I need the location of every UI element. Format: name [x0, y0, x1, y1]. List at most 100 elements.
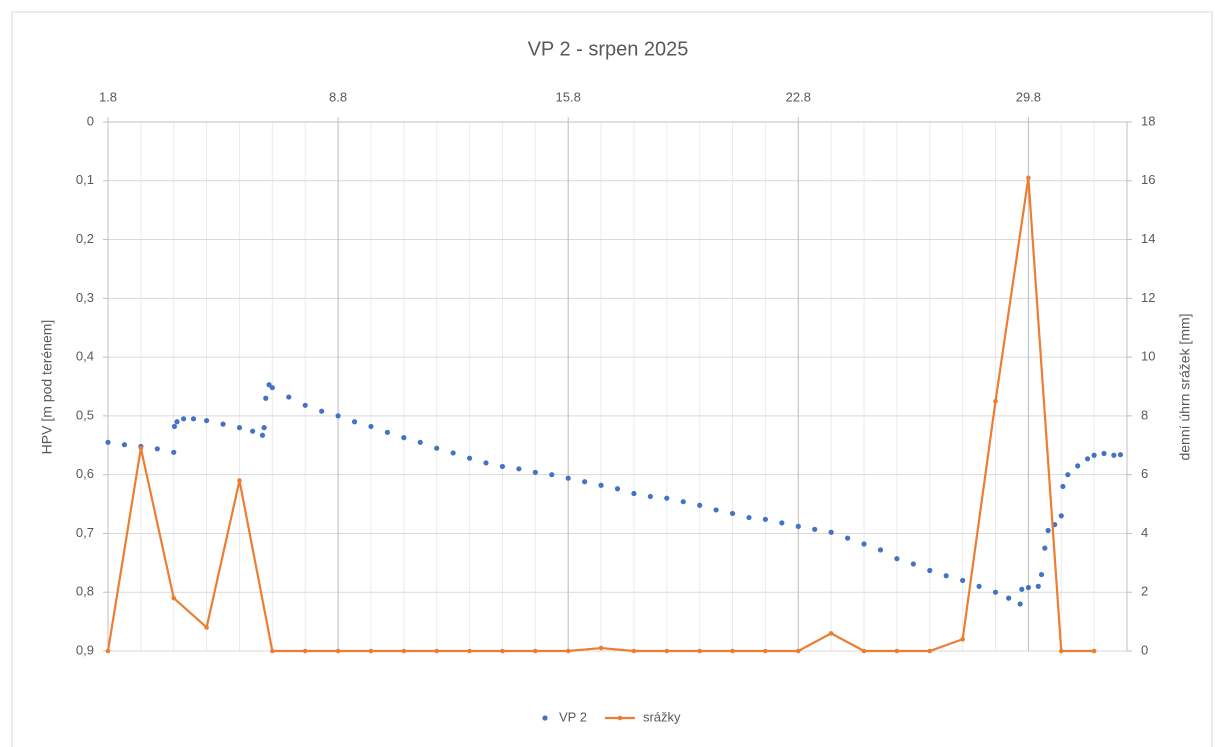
data-point [927, 567, 933, 574]
data-point [138, 445, 144, 451]
data-point [976, 583, 982, 589]
y2-tick-label: 12 [1141, 290, 1155, 305]
y-tick-label: 0,3 [76, 290, 94, 305]
y-tick-label: 0,9 [76, 642, 94, 657]
data-point [992, 589, 999, 595]
data-point [259, 432, 266, 438]
data-point [1060, 483, 1066, 490]
data-point [1042, 545, 1048, 551]
data-point [1091, 452, 1097, 458]
data-point [697, 502, 703, 508]
data-point [302, 402, 308, 408]
data-point [795, 523, 801, 529]
data-point [1026, 175, 1031, 181]
data-point [664, 495, 670, 501]
data-point [910, 561, 916, 567]
data-point [730, 648, 735, 654]
data-point [417, 439, 423, 445]
data-point [1084, 456, 1091, 462]
data-point [993, 398, 998, 404]
data-point [828, 529, 834, 535]
data-point [549, 472, 555, 478]
data-point [181, 416, 187, 422]
data-point [533, 648, 538, 654]
data-point [1035, 583, 1041, 589]
data-point [1038, 571, 1045, 578]
legend-label: srážky [643, 709, 681, 724]
data-point [746, 514, 752, 521]
data-point [1091, 648, 1097, 654]
data-point [121, 442, 128, 448]
data-point [105, 648, 111, 654]
x-tick-label: 22.8 [786, 89, 811, 104]
data-point [335, 648, 341, 654]
y2-tick-label: 8 [1141, 407, 1148, 422]
x-tick-label: 8.8 [329, 89, 347, 104]
data-point [1006, 595, 1012, 601]
data-point [237, 478, 242, 483]
data-point [1111, 452, 1117, 458]
y-tick-label: 0,7 [76, 525, 94, 540]
data-point [894, 648, 900, 654]
data-point [598, 482, 604, 488]
data-point [927, 648, 933, 654]
data-point [779, 520, 785, 526]
data-point [828, 631, 834, 636]
data-point [1058, 513, 1064, 519]
y2-tick-label: 18 [1141, 113, 1155, 128]
data-point [368, 423, 374, 430]
data-point [516, 466, 522, 472]
data-point [171, 449, 177, 455]
y2-tick-label: 2 [1141, 584, 1148, 599]
data-point [795, 648, 801, 654]
data-point [190, 416, 197, 422]
y2-tick-label: 14 [1141, 231, 1155, 246]
data-point [204, 417, 210, 424]
y2-axis-label: denní úhrn srážek [mm] [1177, 313, 1193, 460]
legend-label: VP 2 [559, 709, 587, 724]
y2-tick-label: 0 [1141, 642, 1148, 657]
data-point [261, 425, 267, 431]
data-point [483, 460, 489, 466]
data-point [812, 526, 818, 532]
x-tick-label: 29.8 [1016, 89, 1041, 104]
y-tick-label: 0,6 [76, 466, 94, 481]
y2-tick-label: 6 [1141, 466, 1148, 481]
data-point [286, 394, 292, 400]
data-point [1058, 648, 1064, 654]
data-point [729, 510, 736, 517]
data-point [697, 648, 702, 654]
data-point [861, 541, 867, 547]
chart-border [11, 11, 1213, 747]
data-point [960, 577, 966, 584]
data-point [763, 648, 768, 654]
data-point [154, 446, 160, 452]
data-point [565, 648, 571, 654]
legend-marker [617, 715, 623, 721]
data-point [105, 439, 111, 445]
data-point [466, 455, 473, 461]
data-point [401, 648, 407, 654]
data-point [713, 507, 719, 513]
y-tick-label: 0,2 [76, 231, 94, 246]
data-point [614, 486, 621, 492]
data-point [434, 648, 440, 654]
data-point [467, 648, 472, 654]
data-point [171, 423, 177, 430]
y2-tick-label: 16 [1141, 172, 1155, 187]
data-point [270, 648, 275, 654]
y-tick-label: 0,5 [76, 407, 94, 422]
data-point [1065, 472, 1071, 478]
y2-tick-label: 4 [1141, 525, 1148, 540]
data-point [532, 469, 538, 475]
data-point [302, 648, 308, 654]
data-point [1017, 601, 1023, 607]
y-tick-label: 0,1 [76, 172, 94, 187]
data-point [401, 435, 407, 441]
data-point [351, 419, 358, 425]
y-tick-label: 0 [87, 113, 94, 128]
y-tick-label: 0,4 [76, 349, 94, 364]
y-tick-label: 0,8 [76, 584, 94, 599]
legend-marker [542, 715, 548, 721]
data-point [598, 645, 604, 651]
